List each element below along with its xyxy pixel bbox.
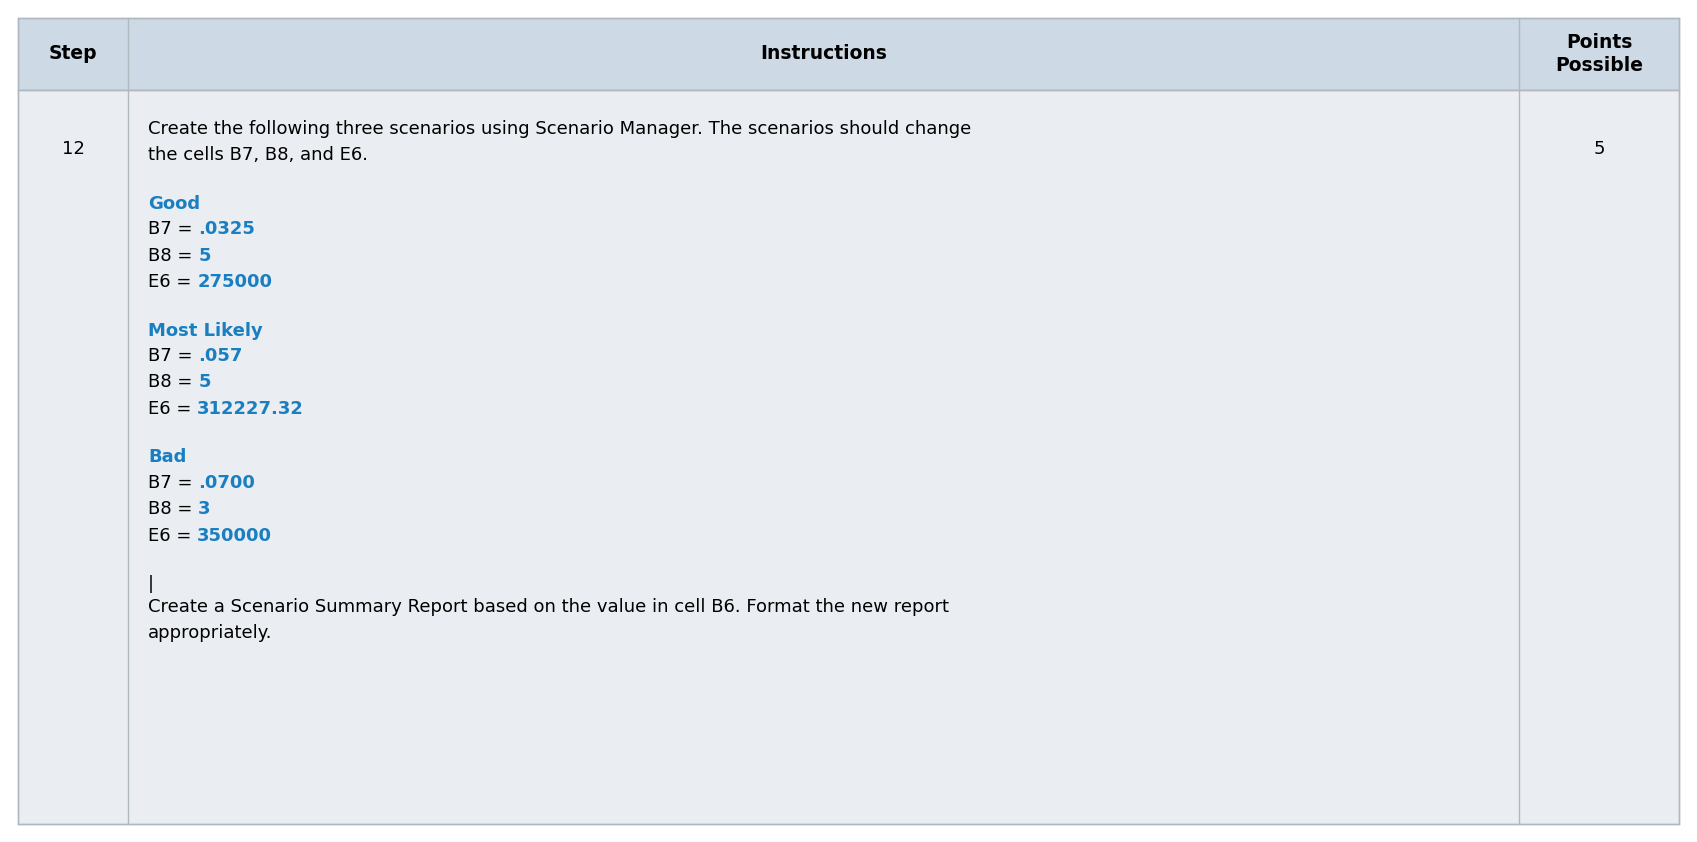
Bar — [19, 18, 1678, 90]
Text: B8 =: B8 = — [148, 247, 199, 264]
Text: 12: 12 — [61, 140, 85, 158]
Text: Create the following three scenarios using Scenario Manager. The scenarios shoul: Create the following three scenarios usi… — [148, 120, 971, 138]
Text: .0325: .0325 — [199, 220, 255, 238]
Text: Most Likely: Most Likely — [148, 322, 263, 339]
Text: E6 =: E6 = — [148, 273, 197, 291]
Text: Good: Good — [148, 195, 200, 213]
Text: 275000: 275000 — [197, 273, 272, 291]
Text: 5: 5 — [199, 373, 210, 392]
Text: 312227.32: 312227.32 — [197, 400, 304, 418]
Text: B7 =: B7 = — [148, 220, 199, 238]
Text: Step: Step — [49, 45, 97, 63]
Text: 3: 3 — [199, 500, 210, 518]
Text: E6 =: E6 = — [148, 526, 197, 545]
Text: .057: .057 — [199, 347, 243, 365]
Text: Instructions: Instructions — [760, 45, 888, 63]
Text: B7 =: B7 = — [148, 473, 199, 492]
Text: B7 =: B7 = — [148, 347, 199, 365]
Text: 350000: 350000 — [197, 526, 272, 545]
Text: B8 =: B8 = — [148, 500, 199, 518]
Bar — [19, 90, 1678, 824]
Text: Bad: Bad — [148, 448, 187, 466]
Text: .0700: .0700 — [199, 473, 255, 492]
Text: E6 =: E6 = — [148, 400, 197, 418]
Text: B8 =: B8 = — [148, 373, 199, 392]
Text: the cells B7, B8, and E6.: the cells B7, B8, and E6. — [148, 147, 368, 164]
Text: Points
Possible: Points Possible — [1554, 33, 1643, 75]
Text: 5: 5 — [1593, 140, 1605, 158]
Text: 5: 5 — [199, 247, 210, 264]
Text: |: | — [148, 575, 154, 593]
Text: appropriately.: appropriately. — [148, 624, 273, 642]
Text: Create a Scenario Summary Report based on the value in cell B6. Format the new r: Create a Scenario Summary Report based o… — [148, 598, 949, 616]
